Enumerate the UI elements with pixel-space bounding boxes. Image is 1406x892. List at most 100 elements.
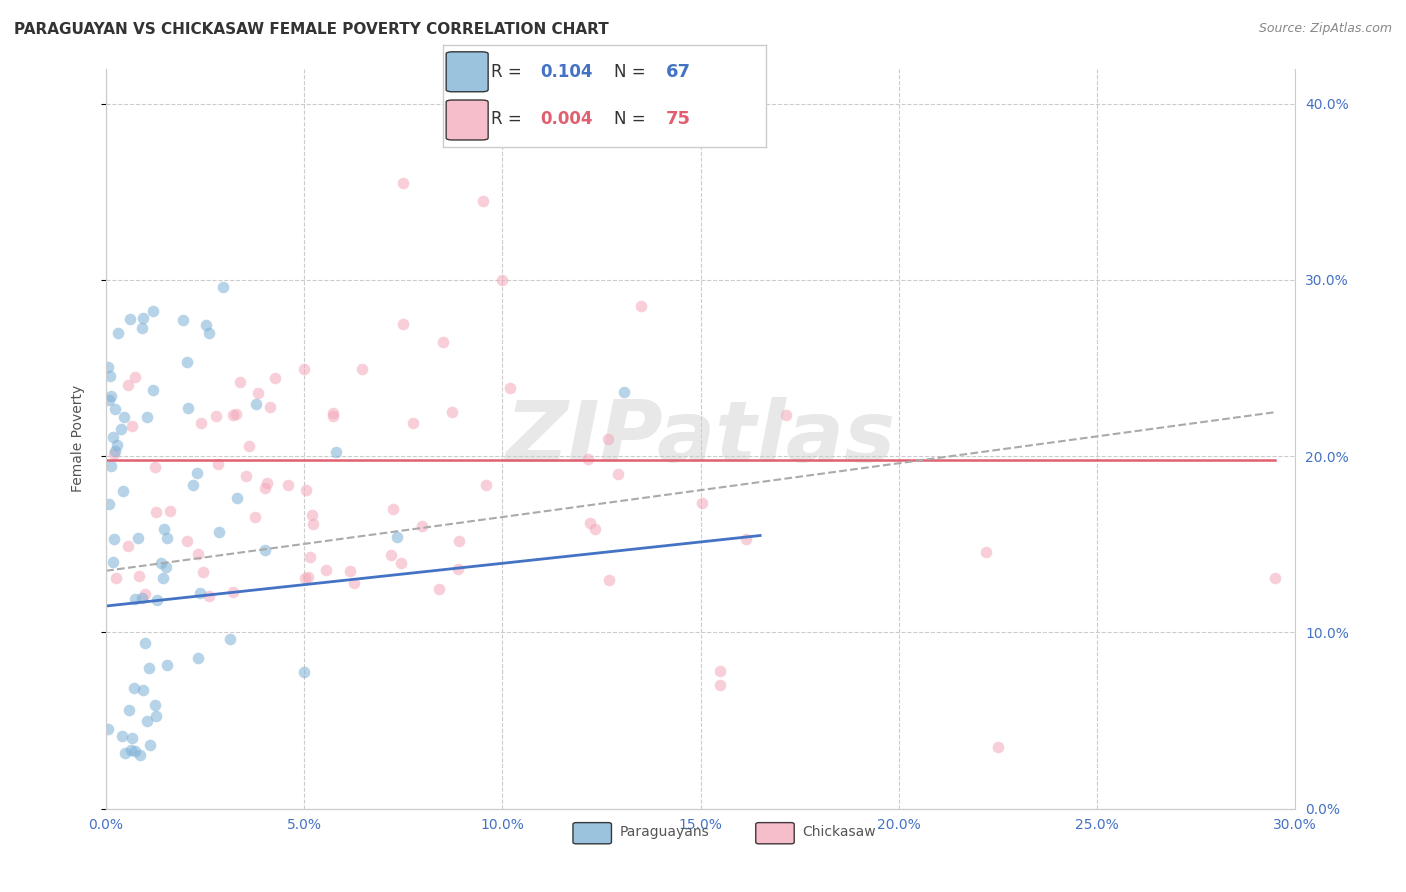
Point: [104, 444, 127, 458]
Point: [193, 565, 215, 579]
Point: [254, 481, 277, 495]
Point: [343, 575, 366, 590]
Point: [259, 400, 281, 414]
Text: Chickasaw: Chickasaw: [801, 825, 876, 839]
Point: [187, 651, 209, 665]
Point: [186, 466, 208, 480]
Point: [225, 407, 247, 421]
Point: [315, 563, 337, 577]
Point: [110, 422, 132, 436]
Point: [392, 317, 415, 331]
Point: [208, 524, 231, 539]
Point: [142, 384, 165, 398]
Point: [118, 703, 141, 717]
Point: [222, 585, 245, 599]
Point: [613, 384, 636, 399]
Point: [124, 744, 146, 758]
Point: [131, 321, 153, 335]
Point: [254, 542, 277, 557]
Point: [598, 432, 620, 446]
Point: [392, 176, 415, 190]
Point: [104, 571, 127, 585]
Point: [204, 409, 226, 423]
Point: [142, 303, 165, 318]
Text: 67: 67: [666, 63, 690, 81]
Point: [105, 438, 128, 452]
Point: [145, 505, 167, 519]
Point: [322, 409, 344, 423]
Point: [134, 587, 156, 601]
Point: [120, 743, 142, 757]
Point: [297, 570, 319, 584]
Point: [146, 593, 169, 607]
Point: [498, 381, 520, 395]
Point: [432, 334, 454, 349]
Point: [100, 459, 122, 474]
Point: [245, 397, 267, 411]
Point: [709, 678, 731, 692]
Point: [132, 311, 155, 326]
Point: [121, 419, 143, 434]
Point: [112, 484, 135, 499]
Text: Source: ZipAtlas.com: Source: ZipAtlas.com: [1258, 22, 1392, 36]
Point: [190, 416, 212, 430]
Point: [101, 430, 124, 444]
Point: [299, 550, 322, 565]
Point: [579, 516, 602, 530]
Point: [471, 194, 494, 208]
Point: [127, 531, 149, 545]
Point: [238, 439, 260, 453]
Point: [449, 534, 471, 549]
Point: [387, 530, 409, 544]
Point: [103, 532, 125, 546]
Point: [256, 475, 278, 490]
Point: [121, 731, 143, 745]
Point: [350, 362, 373, 376]
Point: [111, 730, 134, 744]
Point: [97, 359, 120, 374]
Text: 0.004: 0.004: [540, 111, 592, 128]
Point: [131, 591, 153, 605]
Point: [380, 549, 402, 563]
Point: [402, 416, 425, 430]
Point: [176, 355, 198, 369]
Point: [292, 665, 315, 680]
Point: [103, 447, 125, 461]
Point: [207, 457, 229, 471]
Point: [709, 664, 731, 678]
Point: [124, 370, 146, 384]
Point: [339, 565, 361, 579]
FancyBboxPatch shape: [446, 100, 488, 140]
Point: [630, 300, 652, 314]
Point: [124, 592, 146, 607]
Point: [295, 483, 318, 497]
Point: [139, 739, 162, 753]
Text: 0.104: 0.104: [540, 63, 592, 81]
Point: [136, 714, 159, 729]
Point: [325, 444, 347, 458]
Point: [117, 540, 139, 554]
Point: [229, 376, 252, 390]
Point: [104, 401, 127, 416]
Point: [235, 468, 257, 483]
Point: [100, 389, 122, 403]
Point: [181, 477, 204, 491]
Point: [97, 393, 120, 408]
Text: ZIPatlas: ZIPatlas: [506, 397, 896, 480]
Point: [190, 586, 212, 600]
Point: [156, 658, 179, 673]
Text: R =: R =: [492, 111, 527, 128]
Text: N =: N =: [614, 63, 651, 81]
Point: [225, 491, 247, 506]
Point: [107, 326, 129, 341]
Point: [411, 518, 433, 533]
Point: [134, 636, 156, 650]
Point: [101, 555, 124, 569]
Point: [197, 589, 219, 603]
Point: [187, 547, 209, 561]
Point: [391, 556, 413, 570]
Point: [153, 523, 176, 537]
Point: [145, 708, 167, 723]
Point: [264, 370, 287, 384]
Point: [491, 273, 513, 287]
